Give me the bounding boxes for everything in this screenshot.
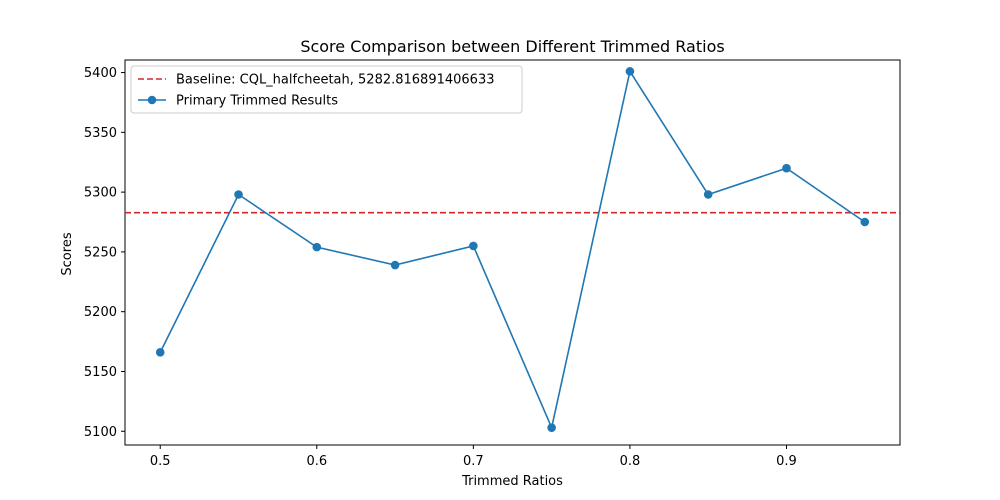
data-point (547, 423, 556, 432)
y-axis-label: Scores (60, 232, 75, 275)
x-axis-label: Trimmed Ratios (461, 474, 563, 489)
y-tick-label: 5100 (84, 425, 117, 440)
y-tick-label: 5200 (84, 305, 117, 320)
axes-frame (124, 59, 901, 446)
x-tick-label: 0.9 (776, 454, 797, 469)
legend-box (130, 65, 523, 114)
x-tick-label: 0.7 (463, 454, 484, 469)
data-point (782, 163, 791, 173)
x-tick-label: 0.6 (306, 454, 327, 469)
y-tick-label: 5150 (84, 365, 117, 380)
legend-series-marker (147, 95, 157, 105)
data-point (390, 260, 400, 270)
y-tick-label: 5250 (84, 245, 117, 260)
data-point (312, 242, 322, 252)
series-line (159, 69, 866, 431)
y-tick-label: 5350 (84, 126, 117, 141)
x-tick-label: 0.5 (150, 454, 171, 469)
legend: Baseline: CQL_halfcheetah, 5282.81689140… (130, 65, 523, 114)
data-point (703, 190, 713, 199)
plot-area: 0.5 0.6 0.7 0.8 0.9 5100 5150 5200 5250 5300 5350 5… (84, 59, 901, 469)
data-point (860, 217, 870, 227)
data-point (155, 348, 165, 357)
data-point (469, 241, 478, 251)
chart-title: Score Comparison between Different Trimm… (300, 37, 724, 56)
x-tick-label: 0.8 (620, 454, 641, 469)
y-tick-label: 5400 (84, 66, 117, 81)
legend-baseline-label: Baseline: CQL_halfcheetah, 5282.81689140… (176, 73, 495, 88)
data-point (625, 67, 635, 76)
data-point (234, 190, 243, 199)
legend-series-label: Primary Trimmed Results (176, 94, 338, 109)
y-tick-label: 5300 (84, 186, 117, 201)
